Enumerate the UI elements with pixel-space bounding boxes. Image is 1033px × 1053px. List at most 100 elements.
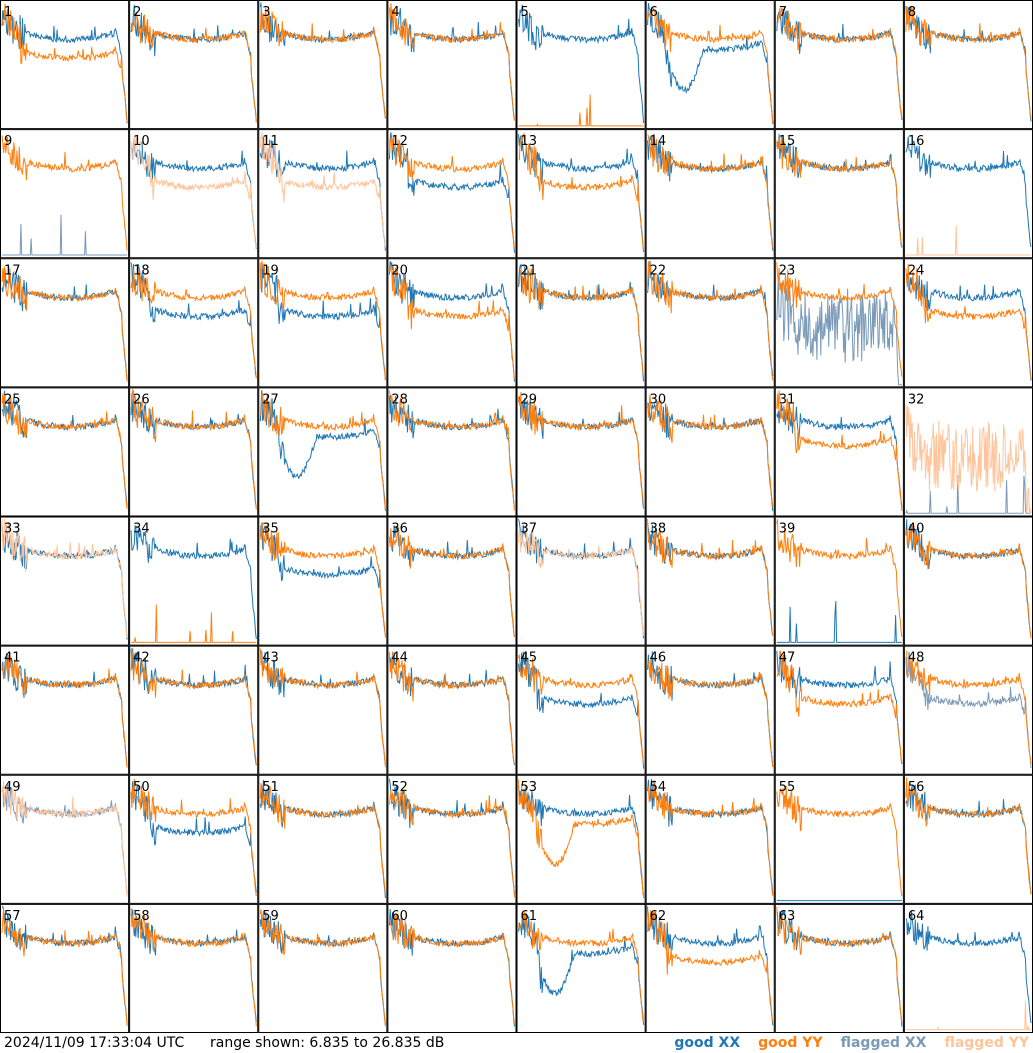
panel-label: 3 [262,5,270,20]
panel-label: 51 [262,780,279,795]
series-good-yy [130,268,257,379]
series-good-yy [259,522,386,638]
panel-54: 54 [645,774,775,904]
panel-frame [258,774,388,904]
panel-label: 24 [908,263,925,278]
panel-53: 53 [516,774,646,904]
panel-label: 21 [521,263,538,278]
panel-label: 23 [779,263,796,278]
series-good-xx [259,263,386,380]
panel-label: 14 [650,134,667,149]
series-good-yy [518,779,645,899]
series-good-yy [388,3,515,121]
panel-37: 37 [516,516,646,646]
panel-19: 19 [258,258,388,388]
panel-frame [129,258,259,388]
series-good-yy [776,519,903,637]
panel-42: 42 [129,645,259,775]
panel-label: 28 [391,392,408,407]
series-good-xx [130,141,257,249]
series-good-yy [388,264,515,380]
series-good-yy [647,134,774,248]
panel-label: 15 [779,134,796,149]
panel-frame [387,129,517,259]
panel-14: 14 [645,129,775,259]
panel-label: 8 [908,5,916,20]
panel-frame [774,774,904,904]
panel-29: 29 [516,387,646,517]
series-good-yy [130,650,257,766]
panel-41: 41 [0,645,130,775]
panel-frame [387,903,517,1033]
panel-label: 54 [650,780,667,795]
series-good-yy [647,261,774,381]
panel-frame [0,129,130,259]
panel-label: 48 [908,651,925,666]
panel-6: 6 [645,0,775,130]
panel-label: 11 [262,134,279,149]
panel-label: 33 [4,522,21,537]
panel-frame [129,774,259,904]
series-good-xx [1,905,128,1025]
panel-57: 57 [0,903,130,1033]
panel-label: 61 [521,909,538,924]
series-good-yy [518,392,645,509]
panel-label: 63 [779,909,796,924]
panel-label: 57 [4,909,21,924]
panel-59: 59 [258,903,388,1033]
panel-frame [645,258,775,388]
series-good-yy [259,392,386,510]
panel-frame [258,258,388,388]
panel-frame [0,645,130,775]
panel-17: 17 [0,258,130,388]
series-flagged-yy [905,225,1031,256]
panel-46: 46 [645,645,775,775]
panel-label: 49 [4,780,21,795]
footer: 2024/11/09 17:33:04 UTC range shown: 6.8… [0,1033,1033,1053]
series-good-xx [776,8,903,121]
panel-frame [645,645,775,775]
panel-31: 31 [774,387,904,517]
panel-label: 46 [650,651,667,666]
panel-frame [129,516,259,646]
series-good-yy [130,778,257,897]
series-good-yy [1,393,128,510]
panel-63: 63 [774,903,904,1033]
panel-frame [645,387,775,517]
panel-30: 30 [645,387,775,517]
panel-label: 13 [521,134,538,149]
series-good-xx [389,8,515,120]
panel-label: 29 [521,392,538,407]
series-good-xx [518,134,645,252]
panel-label: 31 [779,392,796,407]
panel-50: 50 [129,774,259,904]
legend-flagged-xx: flagged XX [840,1035,927,1051]
panel-frame [774,387,904,517]
panel-45: 45 [516,645,646,775]
series-flagged-xx [776,276,902,386]
series-good-xx [647,779,774,895]
panel-label: 52 [391,780,408,795]
series-flagged-yy [1,780,128,897]
series-good-yy [518,94,644,127]
series-good-xx [518,396,645,509]
series-good-xx [518,911,645,1025]
panel-frame [0,516,130,646]
panel-11: 11 [258,129,388,259]
panel-frame [0,387,130,517]
panel-60: 60 [387,903,517,1033]
panel-35: 35 [258,516,388,646]
series-good-yy [388,135,515,249]
series-good-xx [518,785,645,896]
series-good-xx [776,134,903,248]
series-good-yy [905,263,1032,379]
panel-frame [516,387,646,517]
series-flagged-yy [518,526,645,637]
series-good-yy [518,133,645,251]
series-good-xx [130,909,257,1022]
panel-label: 19 [262,263,279,278]
series-good-yy [647,659,774,768]
panel-frame [258,0,388,130]
panel-18: 18 [129,258,259,388]
panel-62: 62 [645,903,775,1033]
